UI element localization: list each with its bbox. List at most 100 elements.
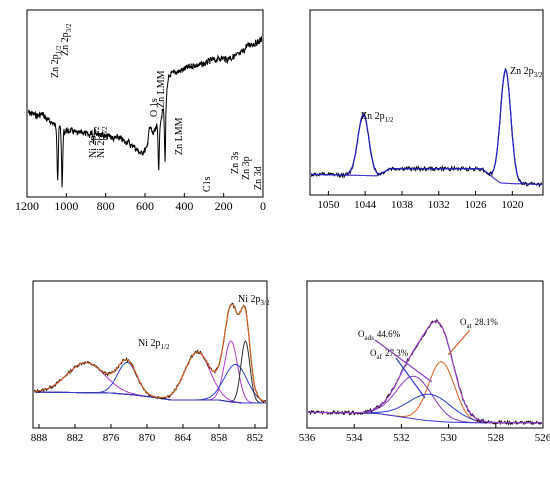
annotation-sub: 1/2 (93, 126, 101, 135)
x-tick-label: 1000 (54, 199, 78, 213)
annotation-main: Zn 3s (230, 151, 241, 174)
annotation-main: Zn 2p (50, 54, 61, 78)
x-tick-label: 530 (440, 432, 457, 444)
oads-arrow (374, 339, 433, 383)
annotation-main: Zn LMM (174, 117, 185, 155)
peak-annotation: Zn 2p1/2 (50, 45, 63, 78)
plot-frame (306, 280, 544, 429)
annotation-sub: 3/2 (101, 126, 109, 135)
annotation-main: Zn 3d (253, 166, 264, 190)
peak-annotation: Zn 2p1/2 (361, 111, 394, 124)
annotation-main: Zn 2p (361, 111, 385, 122)
x-tick-label: 528 (488, 432, 505, 444)
annotation-main: O 1s (149, 98, 160, 117)
x-tick-label: 400 (175, 199, 193, 213)
raw-data-line (308, 318, 542, 426)
peak-annotation: Ni 2p3/2 (96, 126, 109, 158)
x-tick-label: 1026 (465, 199, 488, 211)
panel-a: 1200 1000 800 600 400 200 0Zn 2p1/2Zn 2p3/2Ni … (15, 9, 266, 213)
x-tick-label: 858 (211, 432, 228, 444)
oat-arrow (447, 329, 471, 356)
peak-annotation: Oaf 27.3% (370, 348, 409, 361)
x-tick-label: 1032 (428, 199, 450, 211)
x-tick-label: 200 (215, 199, 233, 213)
peak-annotation: Zn 3p (241, 156, 252, 180)
fit-envelope-line (34, 303, 266, 403)
x-tick-label: 1020 (501, 199, 524, 211)
peak-annotation: Zn LMM (174, 117, 185, 155)
x-tick-label: 876 (103, 432, 120, 444)
annotation-value: 44.6% (377, 329, 401, 339)
x-tick-label: 852 (247, 432, 264, 444)
x-tick-label: 870 (139, 432, 156, 444)
peak-annotation: Ni 2p1/2 (138, 338, 170, 351)
x-tick-label: 532 (393, 432, 410, 444)
annotation-sub: 1/2 (385, 116, 394, 124)
x-tick-label: 526 (535, 432, 550, 444)
annotation-main: O (460, 317, 467, 327)
oaf-arrow (395, 357, 426, 399)
x-tick-label: 1044 (354, 199, 377, 211)
peak-annotation: Oat 28.1% (460, 317, 498, 330)
peak-annotation: C1s (202, 176, 213, 192)
annotation-sub: 1/2 (161, 343, 170, 351)
x-tick-label: 800 (97, 199, 115, 213)
survey-line (28, 35, 262, 188)
annotation-sub: at (467, 322, 472, 330)
background-line (34, 391, 266, 404)
plot-frame (32, 280, 268, 429)
annotation-sub: 1/2 (55, 45, 63, 54)
x-tick-label: 1200 (15, 199, 39, 213)
annotation-main: Zn 2p (60, 32, 71, 56)
peak-annotation: Zn 2p3/2 (510, 66, 543, 79)
annotation-sub: 3/2 (534, 71, 543, 79)
x-tick-label: 888 (31, 432, 48, 444)
x-tick-label: 882 (67, 432, 84, 444)
annotation-main: Ni 2p (238, 294, 261, 305)
fit-envelope-line (311, 68, 542, 185)
plot-area (34, 302, 266, 404)
plot-area (311, 67, 542, 188)
raw-data-line (34, 302, 266, 404)
peak-annotation: O 1s (149, 98, 160, 117)
peak-annotation: Zn LMM (156, 70, 167, 108)
peak-annotation: Ni 2p3/2 (238, 294, 270, 307)
annotation-value: 27.3% (385, 348, 409, 358)
peak-annotation: Zn 3d (253, 166, 264, 190)
annotation-main: Ni 2p (88, 136, 99, 159)
peak-annotation: Oads 44.6% (358, 329, 401, 342)
plot-area (308, 318, 542, 426)
annotation-main: O (358, 329, 365, 339)
peak-annotation: Zn 2p3/2 (60, 23, 73, 56)
component-peak (308, 393, 542, 424)
annotation-main: Zn 2p (510, 66, 534, 77)
annotation-main: O (370, 348, 377, 358)
annotation-main: Ni 2p (96, 136, 107, 159)
fit-envelope-line (308, 320, 542, 424)
x-tick-label: 600 (136, 199, 154, 213)
component-peak (308, 361, 542, 424)
plot-frame (309, 9, 544, 196)
annotation-main: Ni 2p (138, 338, 161, 349)
x-tick-label: 1038 (391, 199, 414, 211)
x-tick-label: 1050 (317, 199, 340, 211)
annotation-main: Zn 3p (241, 156, 252, 180)
x-tick-label: 864 (175, 432, 192, 444)
component-peak (308, 375, 542, 424)
x-tick-label: 534 (346, 432, 363, 444)
annotation-sub: af (377, 353, 383, 361)
annotation-sub: 3/2 (65, 23, 73, 32)
x-tick-label: 0 (260, 199, 266, 213)
annotation-value: 28.1% (475, 317, 499, 327)
annotation-main: C1s (202, 176, 213, 192)
x-tick-label: 536 (299, 432, 316, 444)
peak-annotation: Zn 3s (230, 151, 241, 174)
background-line (311, 168, 542, 185)
annotation-sub: 3/2 (261, 299, 270, 307)
peak-annotation: Ni 2p1/2 (88, 126, 101, 158)
annotation-sub: ads (365, 334, 375, 342)
